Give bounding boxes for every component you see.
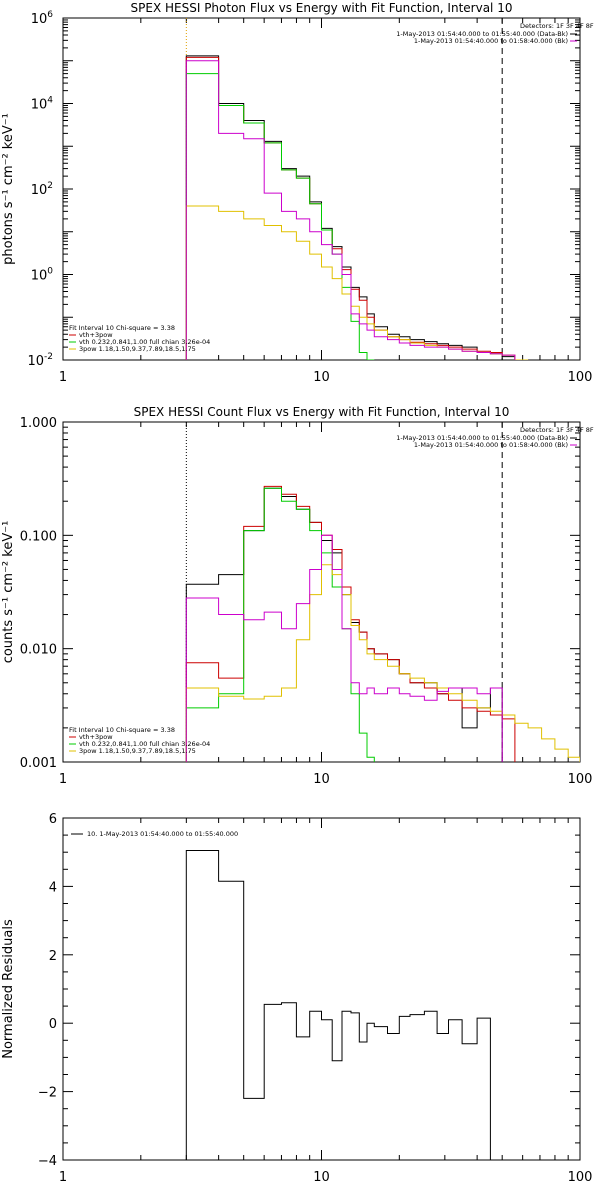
chart-title: SPEX HESSI Photon Flux vs Energy with Fi… [131,1,513,15]
y-tick-exp: 6 [47,10,53,20]
y-axis-label: photons s⁻¹ cm⁻² keV⁻¹ [1,113,16,265]
y-tick-label: 1.000 [20,416,57,431]
y-tick-exp: -2 [44,352,53,362]
fit-info: vth 0.232,0.841,1.00 full chian 3.26e-04 [79,740,210,748]
photon-flux-panel: SPEX HESSI Photon Flux vs Energy with Fi… [1,1,594,385]
time-label: 1-May-2013 01:54:40.000 to 01:58:40.000 … [414,441,568,449]
data-series [185,850,491,1160]
chart-title: SPEX HESSI Count Flux vs Energy with Fit… [134,405,510,419]
y-tick-label: 0.010 [20,643,57,658]
y-tick-base: 10 [27,354,44,369]
y-tick-exp: 4 [47,96,53,106]
x-tick-label: 1 [59,370,67,385]
y-tick-base: 10 [31,183,48,198]
series-bk [185,60,516,360]
y-tick-label: −4 [38,1154,57,1169]
x-tick-label: 1 [59,772,67,787]
time-label: 1-May-2013 01:54:40.000 to 01:55:40.000 … [396,434,568,442]
y-tick-label: 100 [31,267,54,284]
y-tick-base: 10 [31,12,48,27]
detectors-label: Detectors: 1F 3F 4F 8F [520,426,594,434]
data-series [185,55,529,360]
fit-info: Fit Interval 10 Chi-square = 3.38 [69,324,175,332]
detectors-label: Detectors: 1F 3F 4F 8F [520,22,594,30]
y-tick-label: 6 [49,812,57,827]
count-flux-panel: SPEX HESSI Count Flux vs Energy with Fit… [1,405,594,787]
y-tick-label: 10-2 [27,352,53,369]
x-tick-label: 10 [313,772,330,787]
y-tick-label: 2 [49,949,57,964]
data-series [185,485,580,762]
fit-info: Fit Interval 10 Chi-square = 3.38 [69,726,175,734]
fit-info: 3pow 1.18,1.50,9.37,7.89,18.5,1.75 [79,747,196,755]
series-3pow [185,205,529,360]
time-label: 1-May-2013 01:54:40.000 to 01:55:40.000 … [396,30,568,38]
fit-info: vth 0.232,0.841,1.00 full chian 3.26e-04 [79,338,210,346]
y-axis-label: counts s⁻¹ cm⁻² keV⁻¹ [1,521,16,664]
legend-label: 10. 1-May-2013 01:54:40.000 to 01:55:40.… [87,830,238,838]
x-tick-label: 100 [568,370,593,385]
time-label: 1-May-2013 01:54:40.000 to 01:58:40.000 … [414,37,568,45]
x-tick-label: 100 [568,772,593,787]
series-3pow [185,564,580,762]
series-data [185,487,503,762]
y-tick-label: 4 [49,880,57,895]
x-tick-label: 1 [59,1170,67,1185]
fit-info: vth+3pow [79,331,113,339]
series-vth-3pow [185,56,529,360]
y-tick-label: 104 [31,96,54,113]
series-s0 [185,850,491,1160]
y-axis-label: Normalized Residuals [1,919,16,1059]
y-tick-label: −2 [38,1086,57,1101]
plot-frame [62,817,581,1161]
y-tick-exp: 2 [47,181,53,191]
y-tick-label: 0.100 [20,529,57,544]
series-bk [185,534,503,762]
x-tick-label: 10 [313,1170,330,1185]
x-tick-label: 10 [313,370,330,385]
series-vth [185,73,375,360]
residuals-panel: 1 10 100 6 4 2 0 −2 −4 Normalized Residuals 10. 1-… [1,812,592,1185]
y-tick-base: 10 [31,269,48,284]
fit-info: vth+3pow [79,733,113,741]
y-tick-label: 106 [31,10,54,27]
fit-info: 3pow 1.18,1.50,9.37,7.89,18.5,1.75 [79,345,196,353]
y-tick-exp: 0 [47,267,53,277]
y-tick-base: 10 [31,98,48,113]
x-tick-label: 100 [568,1170,593,1185]
y-tick-label: 102 [31,181,53,198]
series-vth [185,487,375,762]
y-tick-label: 0.001 [20,756,57,771]
y-tick-label: 0 [49,1017,57,1032]
